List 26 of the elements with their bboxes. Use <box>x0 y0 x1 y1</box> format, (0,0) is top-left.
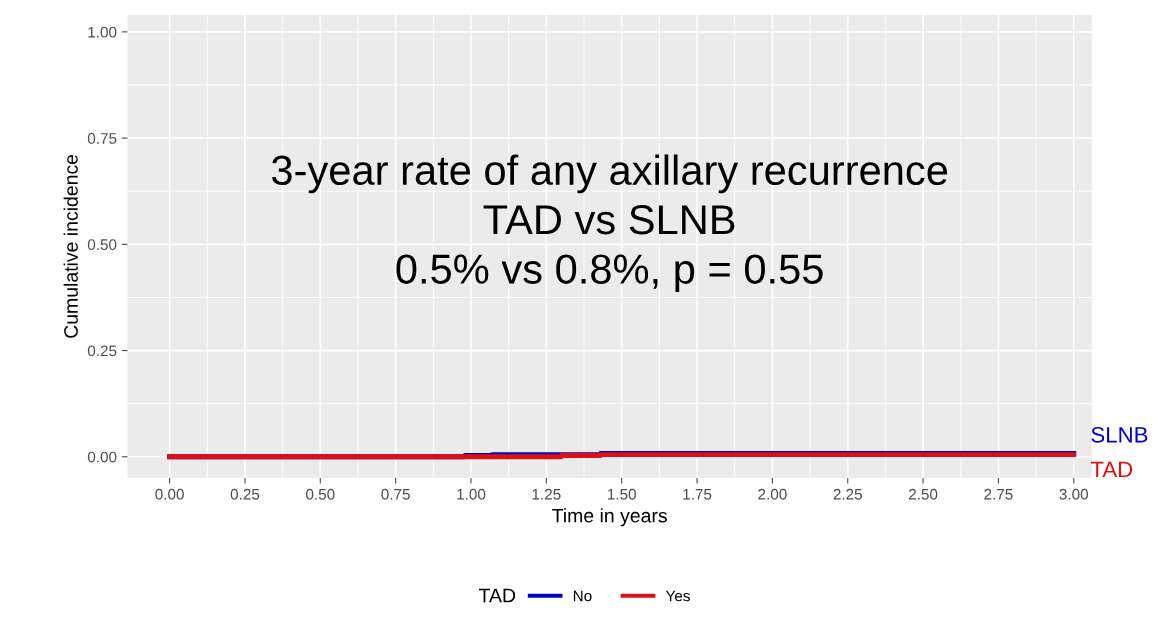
x-tick-label: 0.00 <box>155 488 184 500</box>
x-tick-label: 0.50 <box>306 488 335 500</box>
x-tick-label: 2.75 <box>984 488 1013 500</box>
y-tick-label: 0.00 <box>87 451 117 463</box>
x-tick-label: 3.00 <box>1059 488 1089 500</box>
x-tick-label: 0.25 <box>230 488 260 500</box>
x-tick-label: 2.25 <box>833 488 862 500</box>
y-tick-label: 0.75 <box>87 132 117 144</box>
annotation: SLNB <box>1091 426 1148 443</box>
legend-label: No <box>573 590 592 602</box>
x-axis-title: Time in years <box>552 508 667 527</box>
x-tick-label: 1.50 <box>607 488 636 500</box>
legend-title: TAD <box>478 588 516 603</box>
y-tick-label: 0.50 <box>87 239 117 251</box>
annotation: 3-year rate of any axillary recurrence TAD vs SLNB 0.5% vs 0.8%, p = 0.55 <box>271 154 948 293</box>
x-tick-label: 0.75 <box>381 488 410 500</box>
legend-label: Yes <box>665 590 690 602</box>
y-tick-label: 0.25 <box>87 345 117 357</box>
x-tick-label: 1.25 <box>532 488 561 500</box>
x-tick-label: 1.00 <box>457 488 486 500</box>
annotation: TAD <box>1090 461 1133 478</box>
y-axis-title: Cumulative incidence <box>63 154 78 338</box>
x-tick-label: 2.50 <box>908 488 938 500</box>
x-tick-label: 2.00 <box>758 488 787 500</box>
x-tick-label: 1.75 <box>683 489 712 500</box>
y-tick-label: 1.00 <box>88 26 117 38</box>
